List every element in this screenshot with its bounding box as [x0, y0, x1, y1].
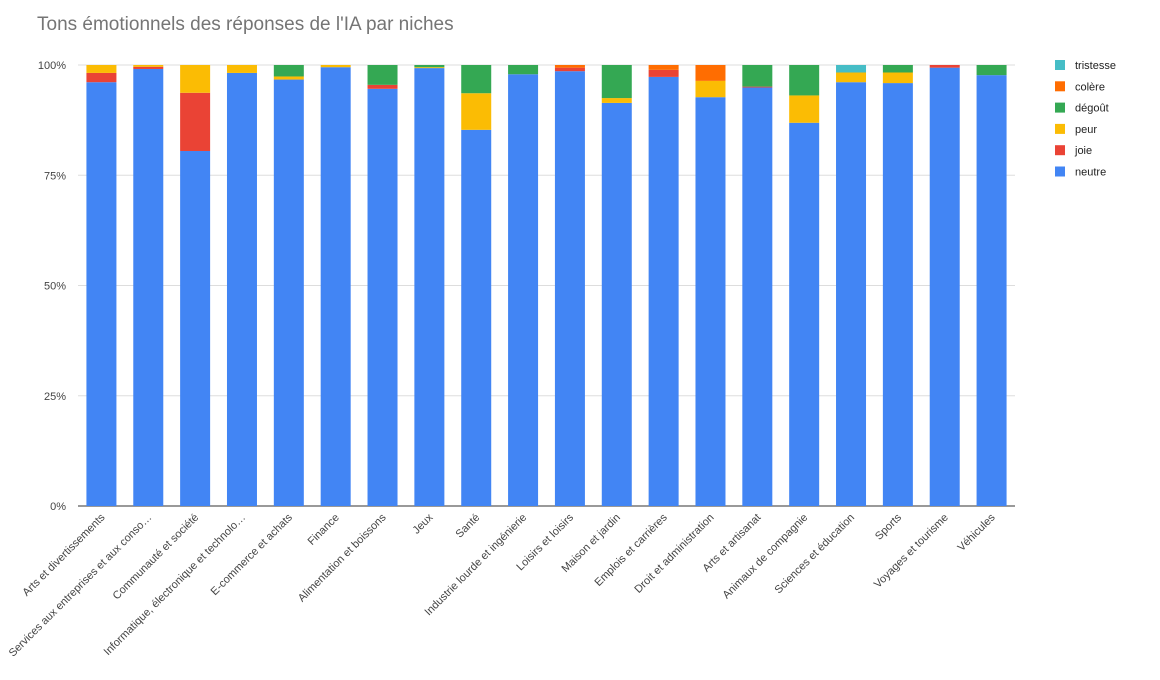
- bar-segment-peur: [882, 72, 913, 84]
- bar-segment-joie: [367, 84, 398, 89]
- y-tick-label: 75%: [44, 170, 66, 182]
- bar-segment-neutre: [320, 67, 351, 506]
- bar-segment-peur: [789, 95, 820, 123]
- legend-label-tristesse: tristesse: [1075, 60, 1116, 72]
- bar-segment-neutre: [929, 67, 960, 506]
- bar-segment-dégoût: [273, 65, 304, 77]
- bar-segment-neutre: [695, 97, 726, 507]
- bar-segment-dégoût: [367, 65, 398, 85]
- y-tick-label: 25%: [44, 391, 66, 403]
- bar-segment-neutre: [133, 68, 164, 507]
- legend-swatch-tristesse: [1055, 60, 1065, 70]
- bar-segment-joie: [133, 66, 164, 69]
- x-tick-label: Finance: [306, 512, 342, 548]
- bar-segment-peur: [86, 65, 117, 73]
- bar-segment-peur: [601, 98, 632, 103]
- legend-swatch-joie: [1055, 145, 1065, 156]
- bar-segment-neutre: [836, 82, 867, 506]
- bar-segment-joie: [929, 65, 960, 68]
- x-tick-label: Santé: [454, 512, 483, 541]
- bar-segment-neutre: [226, 72, 257, 507]
- bar-segment-dégoût: [976, 65, 1007, 76]
- bar-segment-peur: [133, 65, 164, 67]
- bar-segment-neutre: [86, 82, 117, 506]
- x-tick-label: Alimentation et boissons: [296, 511, 389, 604]
- bar-segment-neutre: [601, 102, 632, 507]
- bar-segment-neutre: [976, 75, 1007, 506]
- bar-segment-peur: [320, 65, 351, 68]
- legend-label-neutre: neutre: [1075, 167, 1106, 179]
- bar-segment-neutre: [180, 150, 211, 506]
- y-tick-label: 50%: [44, 281, 66, 293]
- y-tick-label: 100%: [38, 60, 66, 72]
- legend-label-joie: joie: [1074, 145, 1092, 157]
- chart-title: Tons émotionnels des réponses de l'IA pa…: [37, 14, 454, 35]
- x-tick-label: Animaux de compagnie: [721, 512, 811, 602]
- bar-segment-neutre: [648, 76, 679, 507]
- bar-segment-neutre: [742, 87, 773, 506]
- bar-segment-peur: [836, 72, 867, 83]
- bar-segment-colère: [648, 65, 679, 70]
- bar-segment-dégoût: [882, 65, 913, 73]
- x-tick-label: E-commerce et achats: [209, 511, 296, 598]
- bar-segment-joie: [554, 67, 585, 72]
- bar-segment-joie: [180, 92, 211, 151]
- bar-segment-neutre: [789, 122, 820, 506]
- bar-segment-joie: [86, 72, 117, 83]
- legend-swatch-peur: [1055, 123, 1065, 134]
- legend-label-peur: peur: [1075, 124, 1097, 136]
- legend-label-colère: colère: [1075, 81, 1105, 93]
- bar-segment-neutre: [508, 74, 539, 507]
- legend-swatch-neutre: [1055, 166, 1065, 177]
- bar-segment-joie: [648, 69, 679, 77]
- x-tick-label: Sports: [873, 511, 904, 542]
- legend-swatch-dégoût: [1055, 102, 1065, 113]
- bar-segment-neutre: [367, 88, 398, 507]
- bar-segment-dégoût: [789, 65, 820, 96]
- bar-segment-neutre: [414, 68, 445, 506]
- bar-segment-colère: [695, 65, 726, 81]
- x-tick-label: Sciences et éducation: [773, 512, 858, 597]
- bar-segment-neutre: [882, 83, 913, 507]
- bar-segment-peur: [226, 65, 257, 73]
- x-tick-label: Véhicules: [955, 511, 998, 554]
- legend-label-dégoût: dégoût: [1075, 103, 1109, 115]
- bar-segment-neutre: [554, 71, 585, 506]
- bar-segment-dégoût: [742, 65, 773, 87]
- bar-segment-dégoût: [461, 65, 492, 94]
- y-tick-label: 0%: [50, 501, 66, 513]
- bar-segment-peur: [461, 93, 492, 130]
- bar-segment-joie: [742, 86, 773, 88]
- x-tick-label: Arts et divertissements: [20, 511, 108, 599]
- legend-swatch-colère: [1055, 81, 1065, 92]
- bar-segment-dégoût: [508, 65, 539, 75]
- bar-segment-peur: [414, 67, 445, 69]
- bar-segment-peur: [180, 65, 211, 93]
- x-tick-label: Droit et administration: [632, 512, 716, 596]
- bar-segment-dégoût: [601, 65, 632, 99]
- bar-segment-tristesse: [836, 65, 867, 73]
- x-tick-label: Jeux: [411, 511, 436, 536]
- bar-segment-peur: [273, 76, 304, 80]
- x-tick-label: Communauté et société: [111, 512, 202, 603]
- bar-segment-colère: [554, 65, 585, 68]
- bar-segment-neutre: [461, 129, 492, 506]
- bar-segment-dégoût: [414, 65, 445, 68]
- bar-segment-peur: [695, 80, 726, 98]
- bar-segment-neutre: [273, 79, 304, 506]
